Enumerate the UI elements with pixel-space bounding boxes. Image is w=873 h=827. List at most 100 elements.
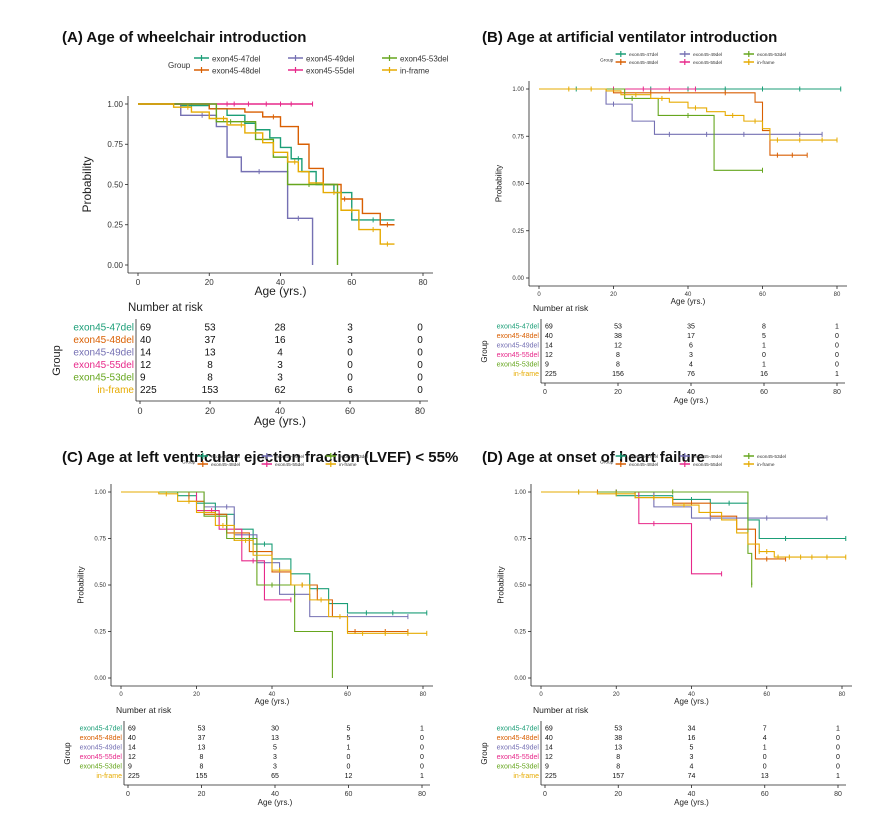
x-tick-label: 20	[613, 692, 620, 698]
risk-cell: 40	[128, 735, 136, 742]
risk-cell: 3	[690, 754, 694, 761]
risk-cell: 0	[420, 763, 424, 770]
risk-cell: 8	[616, 763, 620, 770]
risk-cell: 16	[760, 371, 768, 378]
risk-cell: 1	[347, 744, 351, 751]
y-tick-label: 0.75	[107, 140, 123, 149]
risk-row-label: exon45-48del	[497, 735, 540, 742]
risk-row-label: exon45-47del	[497, 323, 540, 330]
risk-cell: 1	[836, 773, 840, 780]
risk-cell: 14	[545, 342, 553, 349]
risk-cell: 1	[835, 371, 839, 378]
legend-item: exon45-48del	[615, 461, 658, 468]
series-exon45-47del	[121, 491, 428, 616]
risk-cell: 69	[128, 725, 136, 732]
y-tick-label: 0.25	[514, 630, 526, 636]
legend-label: exon45-47del	[629, 454, 658, 460]
y-axis-label: Probability	[80, 156, 94, 212]
km-curve	[539, 88, 808, 156]
risk-cell: 0	[836, 763, 840, 770]
risk-cell: 28	[274, 323, 286, 334]
series-in-frame	[539, 86, 838, 143]
risk-x-axis-label: Age (yrs.)	[674, 396, 709, 405]
risk-cell: 65	[271, 773, 279, 780]
legend-label: exon45-53del	[339, 454, 368, 460]
risk-cell: 0	[835, 361, 839, 368]
legend-item: exon45-48del	[615, 59, 658, 66]
risk-cell: 16	[688, 735, 696, 742]
risk-cell: 14	[545, 744, 553, 751]
risk-cell: 0	[763, 763, 767, 770]
risk-group-label: Group	[480, 742, 489, 765]
km-curve	[539, 88, 763, 171]
risk-cell: 6	[347, 385, 353, 396]
risk-x-tick-label: 40	[687, 389, 695, 396]
risk-cell: 5	[347, 725, 351, 732]
risk-cell: 40	[545, 735, 553, 742]
risk-cell: 0	[347, 373, 353, 384]
panel-title: (A) Age of wheelchair introduction	[62, 29, 306, 46]
legend-item: exon45-48del	[194, 67, 261, 76]
risk-x-tick-label: 40	[688, 791, 696, 798]
risk-row-label: exon45-49del	[80, 744, 123, 751]
x-tick-label: 40	[685, 292, 692, 298]
panel-title: (D) Age at onset of heart failure	[482, 449, 705, 466]
km-curve	[539, 88, 823, 135]
risk-x-tick-label: 0	[543, 389, 547, 396]
risk-cell: 1	[836, 725, 840, 732]
legend-title: Group	[168, 61, 191, 70]
legend-title: Group	[600, 460, 614, 466]
risk-cell: 0	[347, 754, 351, 761]
risk-x-tick-label: 80	[415, 406, 425, 416]
risk-cell: 0	[836, 754, 840, 761]
risk-cell: 37	[198, 735, 206, 742]
series-exon45-47del	[541, 489, 847, 541]
risk-cell: 3	[277, 373, 283, 384]
risk-row-label: exon45-53del	[80, 763, 123, 770]
risk-x-tick-label: 40	[275, 406, 285, 416]
legend-item: in-frame	[743, 461, 775, 468]
x-tick-label: 40	[276, 278, 285, 287]
risk-cell: 12	[128, 754, 136, 761]
legend-label: exon45-47del	[629, 52, 658, 58]
risk-cell: 13	[761, 773, 769, 780]
legend-item: exon45-55del	[679, 461, 722, 468]
legend-title: Group	[182, 460, 196, 466]
risk-cell: 0	[763, 754, 767, 761]
x-tick-label: 40	[688, 692, 695, 698]
risk-row-label: exon45-55del	[80, 754, 123, 761]
risk-cell: 8	[207, 360, 213, 371]
risk-cell: 156	[612, 371, 624, 378]
risk-cell: 4	[690, 763, 694, 770]
y-tick-label: 0.00	[107, 261, 123, 270]
risk-cell: 53	[614, 323, 622, 330]
legend-item: exon45-49del	[261, 453, 304, 460]
y-tick-label: 0.25	[94, 630, 106, 636]
risk-cell: 6	[689, 342, 693, 349]
panel-title: (B) Age at artificial ventilator introdu…	[482, 29, 777, 46]
legend-item: exon45-53del	[743, 51, 786, 58]
x-tick-label: 0	[119, 692, 123, 698]
legend-item: exon45-49del	[679, 51, 722, 58]
panel-a: (A) Age of wheelchair introduction Groupe…	[51, 29, 449, 428]
risk-cell: 7	[763, 725, 767, 732]
risk-cell: 8	[762, 323, 766, 330]
y-tick-label: 1.00	[107, 100, 123, 109]
risk-cell: 1	[763, 744, 767, 751]
x-tick-label: 60	[763, 692, 770, 698]
legend-label: in-frame	[400, 67, 430, 76]
legend-title: Group	[600, 58, 614, 64]
x-tick-label: 0	[136, 278, 141, 287]
risk-row-label: exon45-49del	[497, 744, 540, 751]
risk-cell: 4	[277, 348, 283, 359]
risk-cell: 69	[140, 323, 152, 334]
y-tick-label: 0.00	[514, 676, 526, 682]
x-tick-label: 80	[420, 692, 427, 698]
risk-cell: 0	[836, 744, 840, 751]
risk-cell: 1	[762, 361, 766, 368]
risk-cell: 12	[140, 360, 152, 371]
risk-x-tick-label: 80	[834, 791, 842, 798]
risk-cell: 225	[128, 773, 140, 780]
km-curve	[541, 491, 753, 585]
risk-cell: 0	[835, 333, 839, 340]
